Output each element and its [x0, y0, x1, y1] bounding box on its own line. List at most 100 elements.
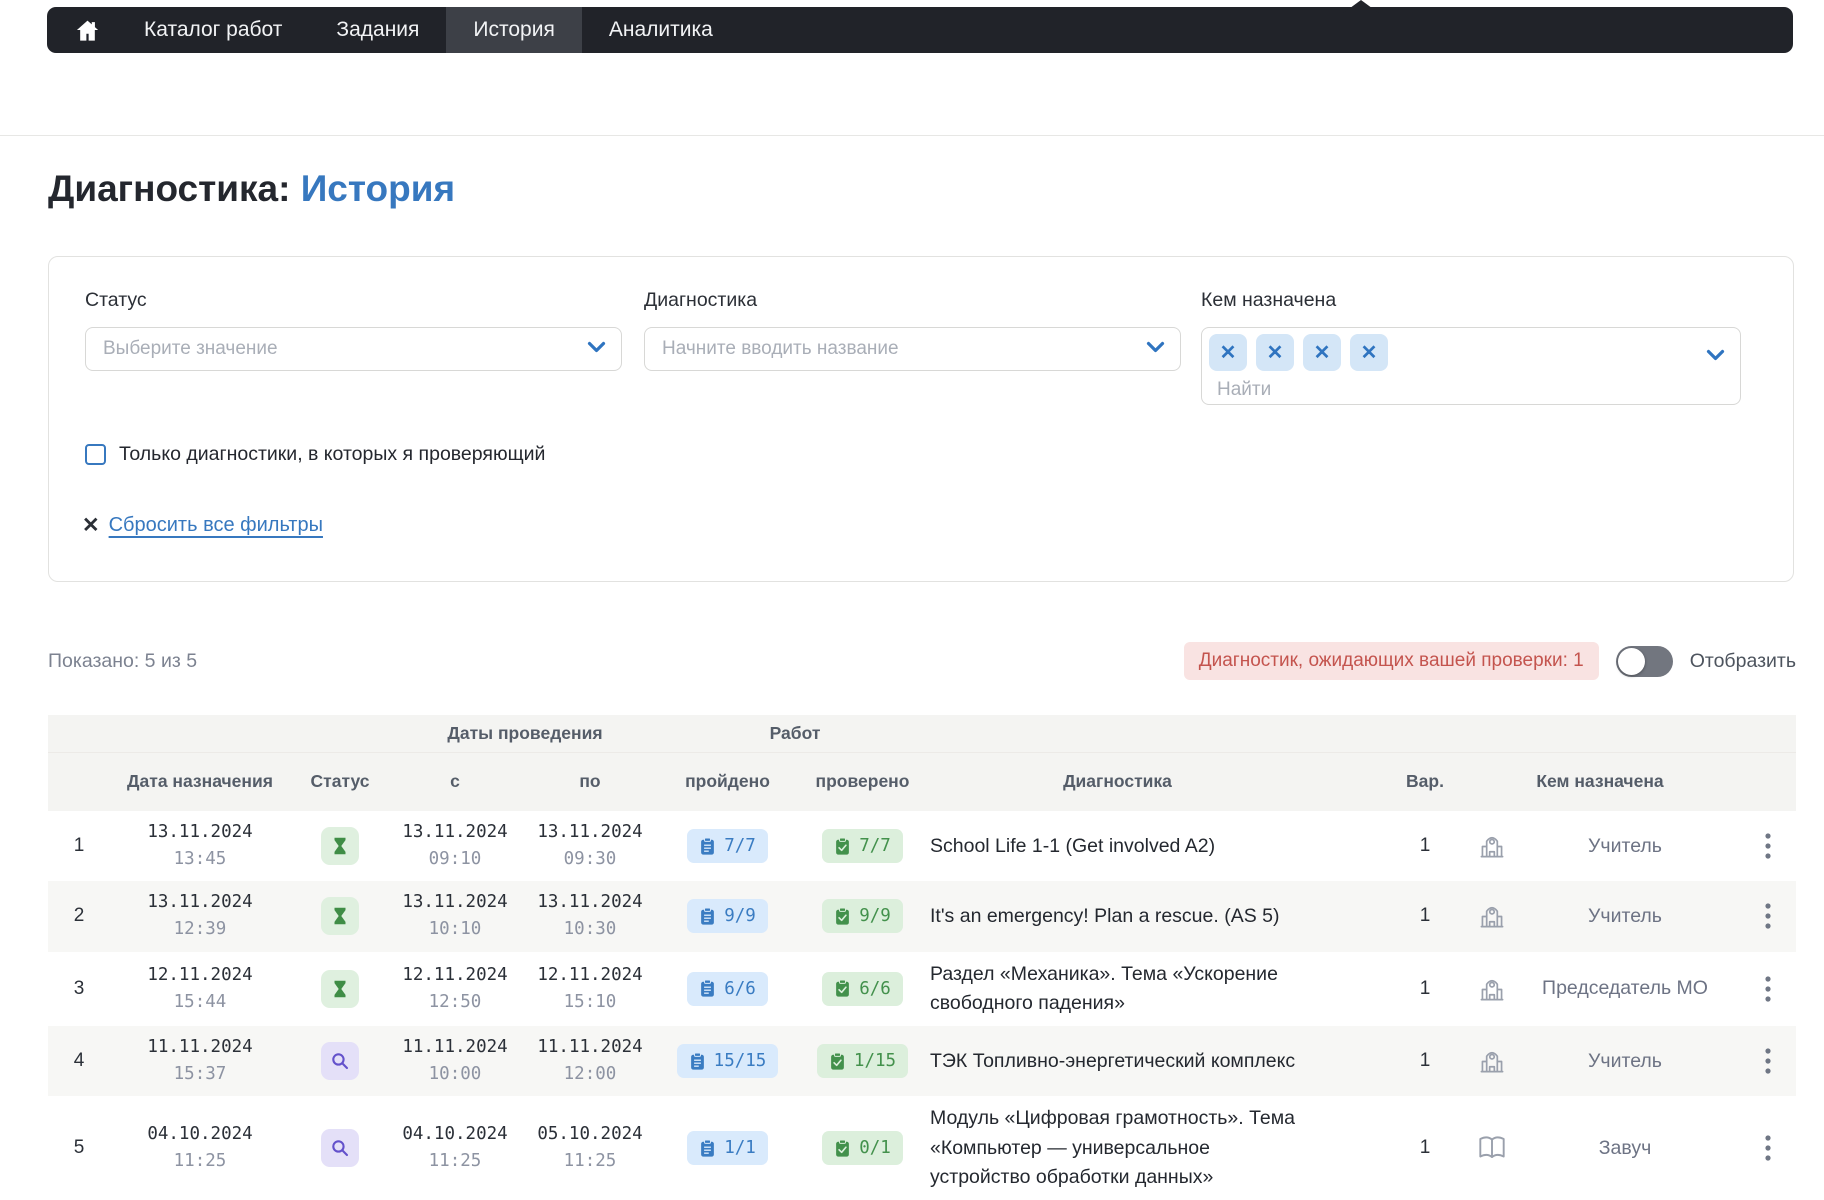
row-menu-button[interactable] — [1750, 828, 1786, 864]
assigned-time: 15:37 — [173, 1064, 227, 1085]
header-divider — [0, 135, 1824, 136]
table-row: 4 11.11.2024 15:37 11.11.2024 10:00 11.11.… — [48, 1026, 1796, 1097]
variant-count: 1 — [1419, 977, 1431, 999]
status-select-input[interactable] — [101, 337, 587, 361]
variant-count: 1 — [1419, 905, 1431, 927]
assigned-time: 11:25 — [173, 1151, 227, 1172]
assigned-by-filter-label: Кем назначена — [1201, 289, 1337, 311]
clipboard-check-icon — [831, 1052, 844, 1070]
from-time: 09:10 — [428, 849, 482, 870]
from-date: 12.11.2024 — [402, 964, 508, 985]
results-count: Показано: 5 из 5 — [48, 649, 198, 672]
assigner-icon — [1474, 1043, 1510, 1079]
magnifier-icon — [332, 1140, 349, 1157]
row-menu-button[interactable] — [1750, 898, 1786, 934]
diagnostic-filter: Диагностика — [644, 289, 1181, 371]
diagnostic-title[interactable]: School Life 1-1 (Get involved A2) — [930, 834, 1216, 857]
diagnostic-title[interactable]: It's an emergency! Plan a rescue. (AS 5) — [930, 904, 1280, 927]
assigned-by-search-input[interactable] — [1215, 378, 1535, 402]
remove-chip-button[interactable]: ✕ — [1256, 334, 1294, 371]
table-row: 3 12.11.2024 15:44 12.11.2024 12:50 12.11.… — [48, 951, 1796, 1026]
passed-badge: 15/15 — [676, 1044, 779, 1079]
passed-badge: 7/7 — [687, 829, 768, 864]
home-icon[interactable] — [74, 17, 101, 44]
to-date: 05.10.2024 — [537, 1124, 643, 1144]
table-body: 1 13.11.2024 13:45 13.11.2024 09:10 13.11.… — [48, 811, 1796, 1200]
school-building-icon — [1480, 1052, 1504, 1073]
pending-toggle-label: Отобразить — [1689, 649, 1796, 672]
diagnostic-filter-label: Диагностика — [644, 289, 758, 311]
nav-tab-history[interactable]: История — [446, 7, 582, 53]
col-passed: пройдено — [685, 771, 770, 792]
group-header-dates: Даты проведения — [447, 723, 603, 743]
assigner-icon — [1474, 971, 1510, 1007]
status-select[interactable] — [85, 327, 622, 371]
to-date: 12.11.2024 — [537, 964, 643, 985]
nav-tab-analytics[interactable]: Аналитика — [608, 18, 713, 41]
table-group-header: Даты проведения Работ — [48, 715, 1796, 753]
pending-controls: Диагностик, ожидающих вашей проверки: 1 … — [1183, 642, 1796, 680]
clipboard-icon — [701, 979, 715, 997]
hourglass-icon — [334, 837, 346, 855]
remove-chip-button[interactable]: ✕ — [1303, 334, 1341, 371]
col-assigned-date: Дата назначения — [127, 771, 273, 792]
assigned-time: 12:39 — [173, 919, 227, 940]
chevron-down-icon — [1706, 348, 1725, 366]
page-title-subject: История — [300, 168, 456, 209]
passed-badge: 9/9 — [687, 899, 768, 934]
assigner-icon — [1474, 1130, 1510, 1166]
status-filter: Статус — [85, 289, 622, 371]
diagnostic-select[interactable] — [644, 327, 1181, 371]
col-status: Статус — [310, 771, 370, 792]
top-navigation: Каталог работ Задания История Аналитика — [47, 7, 1793, 53]
diagnostic-title[interactable]: ТЭК Топливно-энергетический комплекс — [930, 1049, 1296, 1072]
clipboard-icon — [701, 837, 715, 855]
table-row: 2 13.11.2024 12:39 13.11.2024 10:10 13.11.… — [48, 881, 1796, 952]
row-number: 3 — [73, 977, 85, 999]
checked-badge: 0/1 — [822, 1131, 903, 1166]
row-menu-button[interactable] — [1750, 1043, 1786, 1079]
row-menu-button[interactable] — [1750, 971, 1786, 1007]
to-time: 15:10 — [563, 991, 617, 1012]
clipboard-check-icon — [836, 979, 850, 997]
remove-chip-button[interactable]: ✕ — [1209, 334, 1247, 371]
status-icon — [321, 827, 359, 866]
clipboard-check-icon — [836, 1139, 850, 1157]
diagnostic-select-input[interactable] — [660, 337, 1146, 361]
from-time: 11:25 — [428, 1151, 482, 1172]
reset-filters-link[interactable]: Сбросить все фильтры — [108, 514, 323, 536]
assigned-by-filter: Кем назначена ✕ ✕ ✕ ✕ — [1201, 289, 1741, 405]
assigned-by-multiselect[interactable]: ✕ ✕ ✕ ✕ — [1201, 327, 1741, 405]
table-row: 5 04.10.2024 11:25 04.10.2024 11:25 05.10.… — [48, 1096, 1796, 1200]
to-time: 11:25 — [563, 1151, 617, 1172]
row-menu-button[interactable] — [1750, 1130, 1786, 1166]
assigner-role: Учитель — [1588, 904, 1662, 927]
assigned-time: 15:44 — [173, 991, 227, 1012]
reset-filters[interactable]: ✕ Сбросить все фильтры — [82, 514, 323, 537]
from-date: 11.11.2024 — [402, 1037, 508, 1057]
reviewer-only-checkbox[interactable] — [85, 444, 106, 465]
reviewer-only-label: Только диагностики, в которых я проверяю… — [119, 443, 546, 465]
close-icon: ✕ — [82, 514, 100, 537]
from-date: 04.10.2024 — [402, 1124, 508, 1144]
assigner-role: Учитель — [1588, 1049, 1662, 1072]
to-date: 11.11.2024 — [537, 1037, 643, 1057]
nav-tab-tasks[interactable]: Задания — [336, 18, 420, 41]
row-number: 4 — [73, 1050, 85, 1072]
magnifier-icon — [332, 1053, 349, 1070]
pending-toggle[interactable] — [1615, 645, 1673, 677]
clipboard-check-icon — [836, 907, 850, 925]
filters-panel: Статус Диагностика Кем назначена ✕ ✕ ✕ ✕ — [48, 256, 1794, 582]
clipboard-icon — [701, 1139, 715, 1157]
diagnostic-title[interactable]: Раздел «Механика». Тема «Ускорение свобо… — [930, 962, 1278, 1014]
to-time: 12:00 — [563, 1064, 617, 1085]
passed-badge: 1/1 — [687, 1131, 768, 1166]
school-building-icon — [1480, 837, 1504, 858]
col-checked: проверено — [815, 771, 910, 792]
reviewer-only-filter: Только диагностики, в которых я проверяю… — [85, 443, 545, 466]
variant-count: 1 — [1419, 835, 1431, 857]
diagnostic-title[interactable]: Модуль «Цифровая грамотность». Тема «Ком… — [930, 1107, 1295, 1188]
remove-chip-button[interactable]: ✕ — [1350, 334, 1388, 371]
nav-tab-catalog[interactable]: Каталог работ — [144, 18, 283, 41]
col-variant: Вар. — [1406, 771, 1444, 792]
